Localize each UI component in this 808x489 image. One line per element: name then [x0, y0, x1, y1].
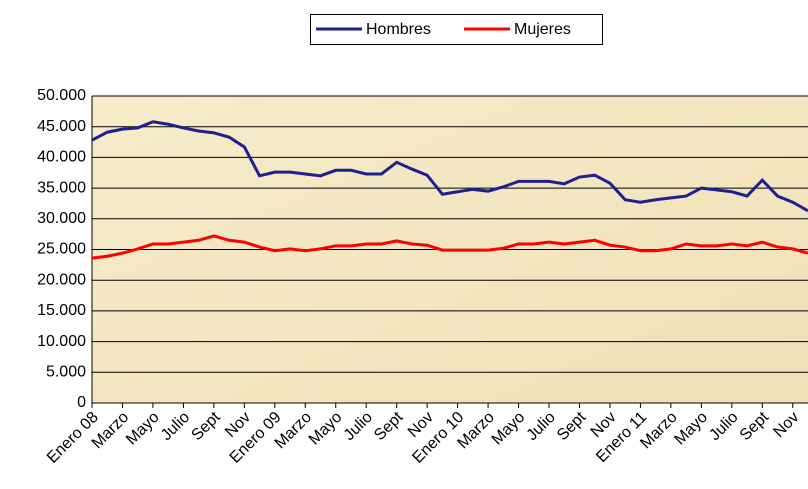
y-tick-label: 35.000	[37, 179, 86, 196]
x-tick-label: Mayo	[671, 409, 711, 449]
y-tick-label: 0	[77, 394, 86, 411]
x-tick-label: Mayo	[123, 409, 163, 449]
series-line	[91, 234, 808, 260]
y-tick-label: 15.000	[37, 302, 86, 319]
x-tick-label: Sept	[188, 408, 224, 444]
y-tick-label: 5.000	[46, 364, 86, 381]
y-tick-label: 10.000	[37, 333, 86, 350]
y-tick-label: 20.000	[37, 271, 86, 288]
x-tick-label: Mayo	[489, 409, 529, 449]
y-tick-label: 25.000	[37, 241, 86, 258]
x-tick-label: Nov	[770, 409, 802, 441]
y-tick-label: 50.000	[37, 87, 86, 104]
y-tick-label: 45.000	[37, 118, 86, 135]
x-tick-label: Julio	[158, 409, 193, 444]
series-line	[91, 120, 808, 213]
x-tick-label: Julio	[341, 409, 376, 444]
y-tick-label: 30.000	[37, 210, 86, 227]
x-tick-label: Sept	[554, 408, 590, 444]
legend-label: Hombres	[366, 21, 431, 38]
x-tick-label: Julio	[524, 409, 559, 444]
legend-label: Mujeres	[514, 21, 571, 38]
x-tick-label: Sept	[371, 408, 407, 444]
x-tick-label: Mayo	[306, 409, 346, 449]
x-tick-label: Sept	[737, 408, 773, 444]
y-tick-label: 40.000	[37, 149, 86, 166]
x-tick-label: Julio	[706, 409, 741, 444]
